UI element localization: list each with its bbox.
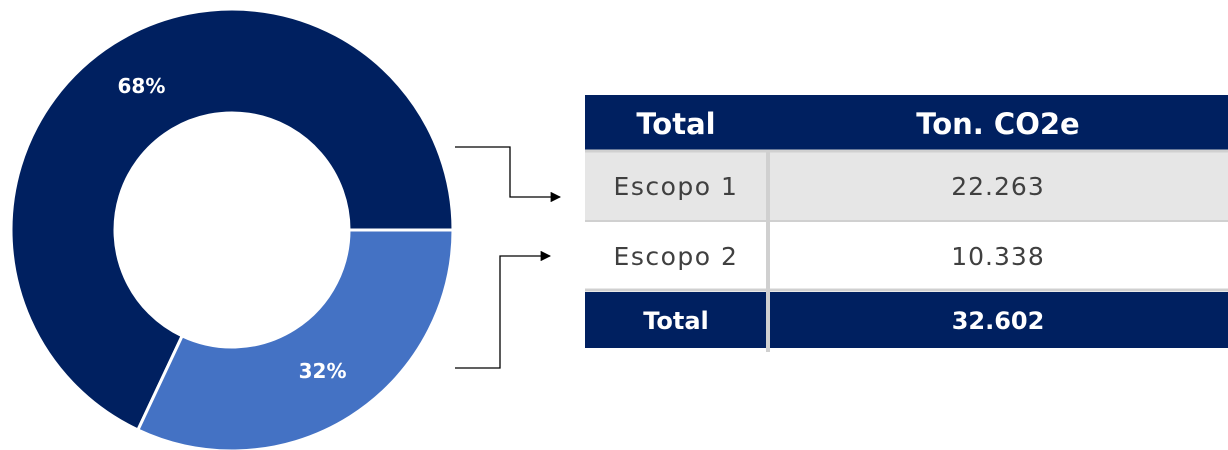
- footer-cell: 32.602: [952, 307, 1045, 335]
- footer-row: [585, 292, 1228, 348]
- header-row: [585, 95, 1228, 150]
- donut-chart: 68% 32%: [9, 7, 455, 450]
- header-cell: Ton. CO2e: [916, 107, 1079, 141]
- table-cell: Escopo 2: [614, 242, 739, 271]
- footer-cell: Total: [643, 307, 709, 335]
- table-cell: Escopo 1: [614, 172, 739, 201]
- slice-label: 32%: [299, 359, 347, 383]
- donut-slice: [9, 7, 455, 432]
- donut-slice: [135, 228, 455, 450]
- table: Total Ton. CO2e Escopo 1 22.263 Escopo 2…: [585, 95, 1228, 352]
- header-cell: Total: [636, 107, 715, 141]
- table-cell: 22.263: [951, 172, 1044, 201]
- connector-arrow: [455, 250, 552, 369]
- slice-label: 68%: [118, 74, 166, 98]
- connector-arrow: [455, 146, 562, 203]
- table-cell: 10.338: [951, 242, 1044, 271]
- table-row: [585, 222, 1228, 290]
- table-row: [585, 152, 1228, 220]
